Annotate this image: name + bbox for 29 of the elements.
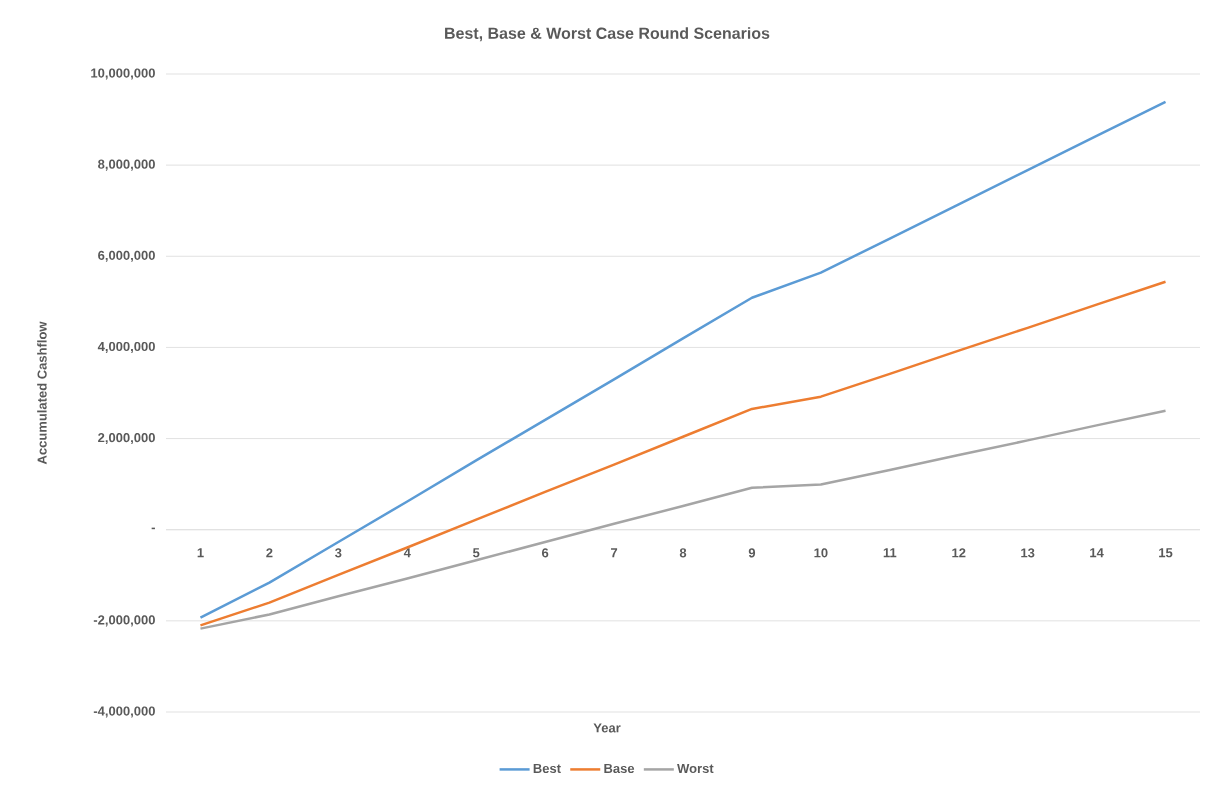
y-tick-label: 4,000,000 [97,341,155,353]
y-tick-label: - [151,527,155,530]
x-tick-label: 3 [335,548,342,558]
y-axis-title: Accumulated Cashflow [37,321,47,465]
y-tick-label: 10,000,000 [91,68,155,80]
y-tick-label: 6,000,000 [98,250,155,262]
y-tick-label: 2,000,000 [98,433,155,445]
x-tick-label: 4 [403,548,411,558]
y-tick-label: 8,000,000 [98,159,155,171]
x-tick-label: 9 [748,548,756,558]
x-tick-label: 11 [883,548,897,558]
y-tick-label: -2,000,000 [93,615,155,627]
x-tick-label: 10 [814,548,828,558]
x-tick-label: 12 [952,548,966,558]
x-tick-label: 5 [472,548,480,558]
legend-label: Best [533,763,561,774]
x-tick-label: 7 [611,548,618,558]
x-tick-label: 14 [1090,548,1104,558]
x-tick-label: 1 [197,548,204,558]
x-tick-label: 15 [1159,548,1173,558]
y-tick-label: -4,000,000 [93,706,155,718]
legend-label: Worst [677,763,714,774]
x-axis-title: Year [593,723,621,733]
x-tick-label: 2 [266,548,273,558]
chart-title: Best, Base & Worst Case Round Scenarios [445,27,770,42]
x-tick-label: 8 [679,548,687,558]
x-tick-label: 13 [1021,548,1035,558]
legend-label: Base [604,763,635,774]
x-tick-label: 6 [541,548,549,558]
